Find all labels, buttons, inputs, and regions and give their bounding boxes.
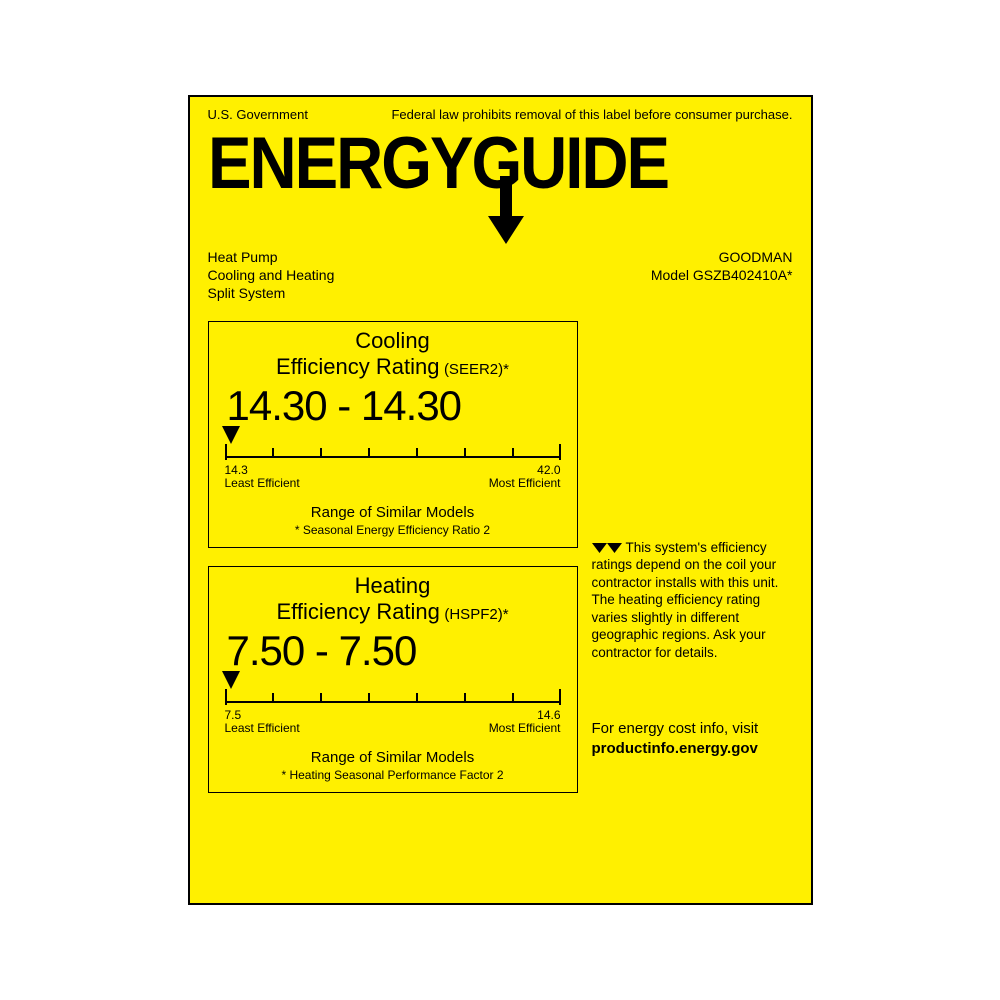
logo: ENERGYGUIDE (208, 124, 793, 204)
energyguide-label: U.S. Government Federal law prohibits re… (188, 95, 813, 905)
logo-text: ENERGYGUIDE (208, 120, 668, 205)
logo-arrow-icon (488, 176, 524, 246)
product-type-l2: Cooling and Heating (208, 266, 335, 284)
heating-title: Heating (219, 573, 567, 599)
heating-range-label: Range of Similar Models (219, 749, 567, 766)
cost-info: For energy cost info, visit productinfo.… (592, 719, 792, 758)
cost-info-line2: productinfo.energy.gov (592, 739, 792, 759)
side-column: This system's efficiency ratings depend … (592, 321, 792, 811)
heating-subtitle: Efficiency Rating (HSPF2)* (219, 599, 567, 625)
product-type-l3: Split System (208, 284, 335, 302)
cooling-box: Cooling Efficiency Rating (SEER2)* 14.30… (208, 321, 578, 548)
product-model: GOODMAN Model GSZB402410A* (651, 248, 793, 303)
cooling-scale-max: 42.0 Most Efficient (489, 464, 561, 490)
product-type-l1: Heat Pump (208, 248, 335, 266)
heating-footnote: * Heating Seasonal Performance Factor 2 (219, 768, 567, 782)
cooling-range-label: Range of Similar Models (219, 504, 567, 521)
brand: GOODMAN (651, 248, 793, 266)
heating-scale-line (225, 701, 561, 703)
cooling-scale-min: 14.3 Least Efficient (225, 464, 300, 490)
heating-scale-min: 7.5 Least Efficient (225, 709, 300, 735)
cooling-subtitle: Efficiency Rating (SEER2)* (219, 354, 567, 380)
model: Model GSZB402410A* (651, 266, 793, 284)
cooling-title: Cooling (219, 328, 567, 354)
heating-box: Heating Efficiency Rating (HSPF2)* 7.50 … (208, 566, 578, 793)
cooling-footnote: * Seasonal Energy Efficiency Ratio 2 (219, 523, 567, 537)
heating-scale-max: 14.6 Most Efficient (489, 709, 561, 735)
ratings-area: Cooling Efficiency Rating (SEER2)* 14.30… (208, 321, 793, 811)
cooling-scale-line (225, 456, 561, 458)
product-type: Heat Pump Cooling and Heating Split Syst… (208, 248, 335, 303)
side-marker-icon (592, 543, 622, 553)
product-info-row: Heat Pump Cooling and Heating Split Syst… (208, 248, 793, 303)
ratings-column: Cooling Efficiency Rating (SEER2)* 14.30… (208, 321, 578, 811)
cost-info-line1: For energy cost info, visit (592, 719, 792, 739)
cooling-value: 14.30 - 14.30 (219, 382, 567, 430)
heating-scale: 7.5 Least Efficient 14.6 Most Efficient (225, 677, 561, 747)
heating-value: 7.50 - 7.50 (219, 627, 567, 675)
cooling-scale: 14.3 Least Efficient 42.0 Most Efficient (225, 432, 561, 502)
side-note: This system's efficiency ratings depend … (592, 539, 792, 662)
